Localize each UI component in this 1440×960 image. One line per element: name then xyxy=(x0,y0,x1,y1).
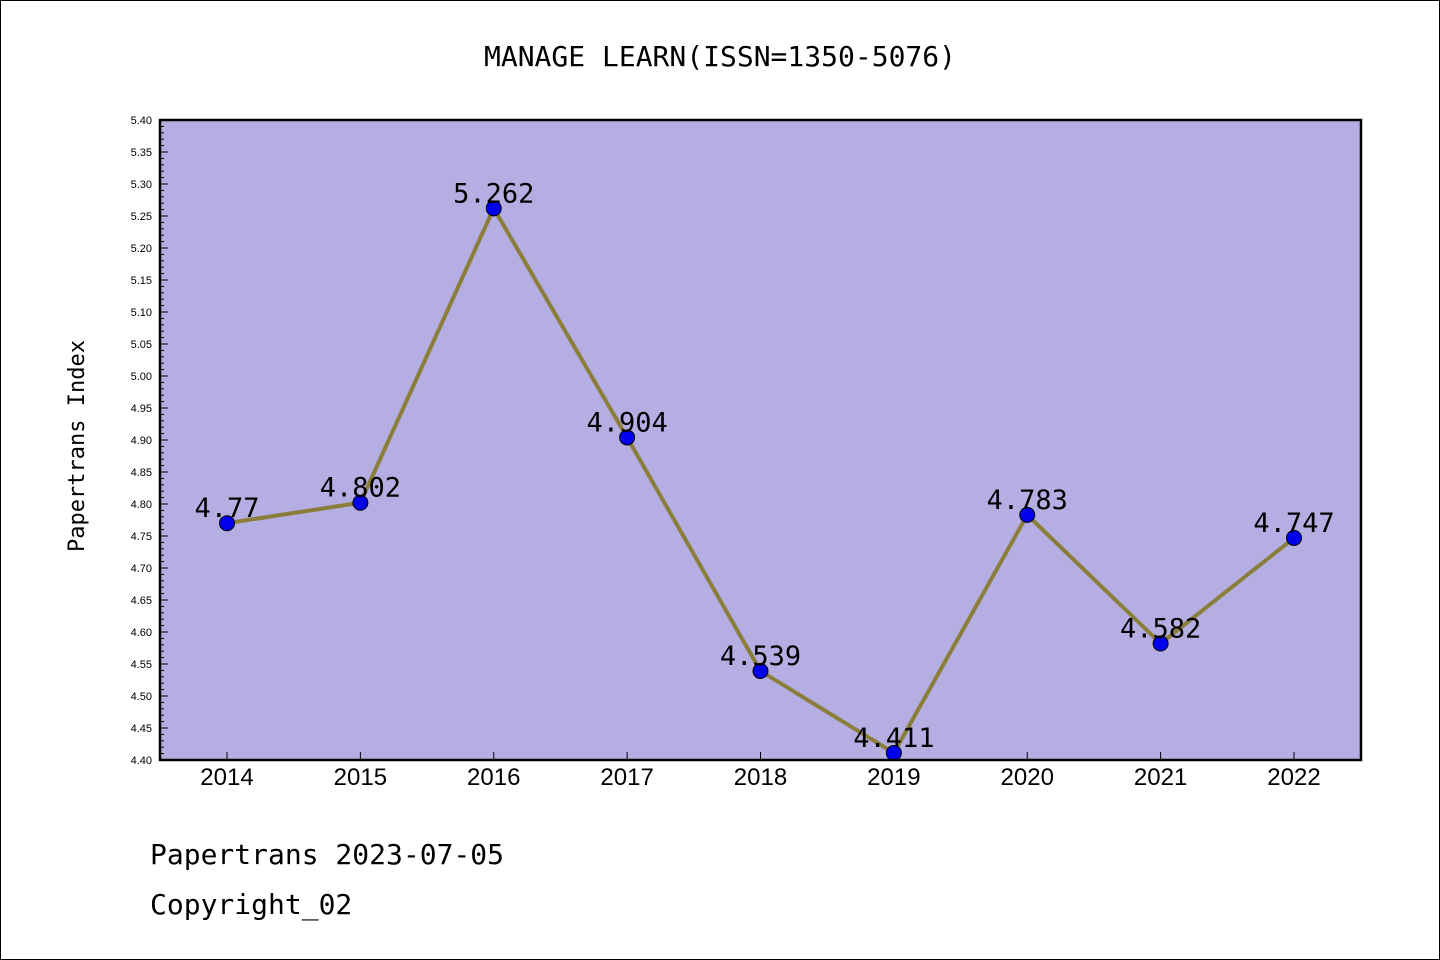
data-point xyxy=(1152,635,1169,652)
data-point xyxy=(1019,506,1036,523)
x-tick-label: 2015 xyxy=(334,764,387,791)
y-tick-label: 5.05 xyxy=(131,339,152,351)
x-tick-label: 2017 xyxy=(600,764,653,791)
x-tick-label: 2019 xyxy=(867,764,920,791)
x-tick-label: 2018 xyxy=(734,764,787,791)
y-tick-label: 5.20 xyxy=(131,243,152,255)
x-tick-label: 2021 xyxy=(1134,764,1187,791)
y-tick-label: 4.70 xyxy=(131,563,152,575)
y-tick-label: 5.40 xyxy=(131,115,152,127)
y-tick-label: 4.75 xyxy=(131,531,152,543)
y-tick-label: 5.25 xyxy=(131,211,152,223)
data-point xyxy=(752,663,769,680)
x-tick-label: 2014 xyxy=(200,764,253,791)
y-tick-label: 4.80 xyxy=(131,499,152,511)
y-tick-label: 4.45 xyxy=(131,723,152,735)
data-labels: 4.77 4.802 5.262 4.904 4.539 4.411 4.783 4.582 4… xyxy=(194,178,1334,754)
y-tick-label: 4.65 xyxy=(131,595,152,607)
data-label: 4.802 xyxy=(320,473,401,504)
y-tick-label: 4.90 xyxy=(131,435,152,447)
x-axis: 2014 2015 2016 2017 2018 2019 2020 2021 2022 xyxy=(200,752,1321,791)
chart-title: MANAGE LEARN(ISSN=1350-5076) xyxy=(484,40,956,73)
y-tick-label: 4.40 xyxy=(131,755,152,767)
series-markers xyxy=(219,200,1302,761)
data-point xyxy=(219,515,235,532)
y-tick-label: 4.85 xyxy=(131,467,152,479)
y-tick-label: 5.15 xyxy=(131,275,152,287)
data-label: 4.783 xyxy=(987,485,1068,516)
data-point xyxy=(485,200,502,217)
y-tick-label: 5.30 xyxy=(131,179,152,191)
plot-border xyxy=(158,118,1363,762)
data-label: 5.262 xyxy=(453,178,534,209)
data-label: 4.747 xyxy=(1253,508,1334,539)
x-tick-label: 2022 xyxy=(1267,764,1320,791)
y-tick-label: 4.95 xyxy=(131,403,152,415)
data-label: 4.539 xyxy=(720,641,801,672)
x-tick-label: 2020 xyxy=(1001,764,1054,791)
y-tick-label: 5.35 xyxy=(131,147,152,159)
footer-copyright: Copyright_02 xyxy=(150,888,352,922)
data-point xyxy=(619,429,636,446)
data-label: 4.411 xyxy=(853,723,934,754)
y-tick-label: 5.00 xyxy=(131,371,152,383)
y-tick-label: 4.55 xyxy=(131,659,152,671)
data-label: 4.77 xyxy=(194,493,259,524)
footer-date: Papertrans 2023-07-05 xyxy=(150,838,504,871)
x-tick-label: 2016 xyxy=(467,764,520,791)
y-tick-label: 4.60 xyxy=(131,627,152,639)
y-axis-label: Papertrans Index xyxy=(65,340,90,552)
data-point xyxy=(352,494,369,511)
data-label: 4.582 xyxy=(1120,614,1201,645)
data-point xyxy=(1286,529,1302,546)
data-label: 4.904 xyxy=(586,407,667,438)
y-tick-label: 4.50 xyxy=(131,691,152,703)
y-tick-label: 5.10 xyxy=(131,307,152,319)
plot-area xyxy=(160,120,1361,760)
